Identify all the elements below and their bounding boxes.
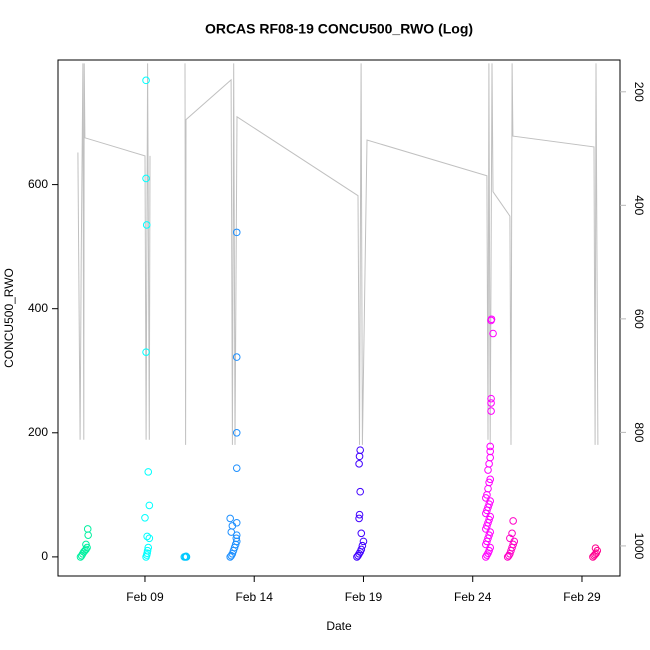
data-point <box>508 529 516 538</box>
data-point <box>232 228 241 237</box>
x-tick-label: Feb 09 <box>126 590 164 604</box>
data-point <box>489 329 497 338</box>
data-point <box>591 544 600 553</box>
pressure-line <box>77 63 599 445</box>
data-point <box>227 528 236 536</box>
x-tick-label: Feb 24 <box>454 590 492 604</box>
data-point <box>142 221 151 229</box>
data-point <box>144 468 153 476</box>
x-axis-label: Date <box>326 619 352 633</box>
data-point <box>486 475 495 484</box>
data-point <box>486 447 495 456</box>
data-point <box>226 514 234 523</box>
data-point <box>593 546 602 555</box>
data-point <box>232 428 241 437</box>
data-point <box>356 446 364 454</box>
data-point <box>354 551 362 560</box>
data-point <box>482 553 490 561</box>
data-point <box>487 315 496 324</box>
data-point <box>485 500 493 508</box>
data-point <box>484 484 492 493</box>
y-axis-label: CONCU500_RWO <box>2 268 16 368</box>
data-point <box>357 529 366 538</box>
data-point <box>82 540 90 549</box>
data-point <box>232 518 241 527</box>
data-point <box>83 525 92 533</box>
plot-frame <box>57 59 621 577</box>
data-point <box>143 546 152 555</box>
data-point <box>227 551 236 560</box>
y2-tick-label: 200 <box>632 82 646 102</box>
data-point <box>142 174 150 183</box>
data-point <box>82 545 90 554</box>
data-point <box>83 543 91 552</box>
data-point <box>509 517 517 525</box>
y2-tick-label: 800 <box>632 422 646 442</box>
data-point <box>355 549 363 558</box>
data-point <box>355 460 363 468</box>
data-point <box>143 532 151 541</box>
data-point <box>485 515 493 524</box>
data-point <box>486 442 495 451</box>
data-point <box>356 487 364 496</box>
data-point <box>145 501 154 510</box>
data-point <box>84 531 92 539</box>
data-point <box>355 452 364 461</box>
data-point <box>485 546 493 555</box>
data-point <box>487 399 495 407</box>
data-point <box>141 513 149 522</box>
data-point <box>232 353 241 361</box>
data-point <box>509 540 517 549</box>
y-tick-label: 600 <box>28 177 48 191</box>
data-point <box>232 464 241 472</box>
y-tick-label: 400 <box>28 301 48 315</box>
data-point <box>483 551 491 559</box>
data-point <box>359 537 368 546</box>
chart-title: ORCAS RF08-19 CONCU500_RWO (Log) <box>205 21 473 37</box>
data-point <box>487 394 495 403</box>
y-tick-label: 0 <box>41 549 48 563</box>
x-tick-label: Feb 29 <box>563 590 601 604</box>
y-tick-label: 200 <box>28 425 48 439</box>
data-point <box>504 551 513 560</box>
data-point <box>486 453 495 462</box>
data-point <box>485 531 493 539</box>
data-point <box>145 534 154 543</box>
data-point <box>142 348 150 356</box>
data-point <box>485 460 493 468</box>
data-point <box>355 514 363 523</box>
y2-tick-label: 400 <box>632 195 646 215</box>
data-point <box>144 543 153 552</box>
data-point <box>482 494 490 502</box>
data-point <box>357 545 366 554</box>
data-point <box>358 541 367 550</box>
data-point <box>142 76 150 85</box>
data-point <box>182 553 191 561</box>
y2-tick-label: 600 <box>632 309 646 329</box>
y2-tick-label: 1000 <box>632 533 646 560</box>
data-point <box>232 534 241 543</box>
data-point <box>487 407 495 415</box>
data-point <box>484 466 492 474</box>
data-point <box>355 510 364 519</box>
x-tick-label: Feb 19 <box>345 590 383 604</box>
data-point <box>506 534 514 543</box>
data-point <box>485 478 493 487</box>
x-tick-label: Feb 14 <box>236 590 274 604</box>
